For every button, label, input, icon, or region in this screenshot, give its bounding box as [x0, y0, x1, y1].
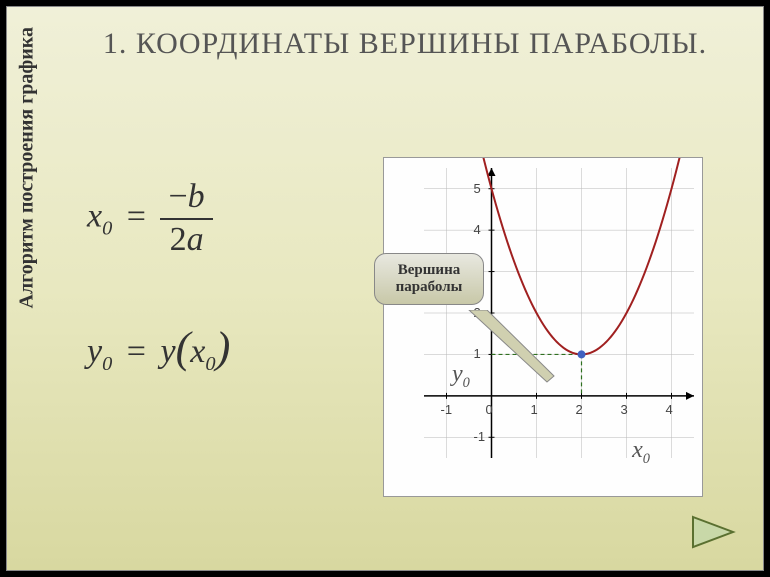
sidebar-caption: Алгоритм построения графика [16, 27, 39, 308]
formula-x0: x0 = −b 2a [87, 177, 230, 261]
vertex-callout: Вершина параболы [374, 253, 484, 305]
callout-line2: параболы [381, 279, 477, 296]
x0-axis-label: x0 [632, 437, 650, 468]
formula-y0: y0 = y(x0) [87, 321, 230, 376]
callout-line1: Вершина [381, 262, 477, 279]
formulas-block: x0 = −b 2a y0 = y(x0) [87, 177, 230, 376]
callout-tail [459, 310, 579, 400]
xtick-label: 1 [531, 402, 538, 417]
next-button[interactable] [688, 512, 738, 552]
ytick-label: 5 [474, 181, 481, 196]
xtick-label: -1 [441, 402, 453, 417]
xtick-label: 3 [621, 402, 628, 417]
xtick-label: 0 [486, 402, 493, 417]
slide-title: 1. КООРДИНАТЫ ВЕРШИНЫ ПАРАБОЛЫ. [87, 27, 723, 61]
ytick-label: 4 [474, 222, 481, 237]
ytick-label: -1 [474, 429, 486, 444]
parabola-chart: Вершина параболы y0 x0 -101234-112345 [383, 157, 703, 497]
slide: Алгоритм построения графика 1. КООРДИНАТ… [6, 6, 764, 571]
xtick-label: 4 [666, 402, 673, 417]
play-icon [688, 512, 738, 552]
xtick-label: 2 [576, 402, 583, 417]
